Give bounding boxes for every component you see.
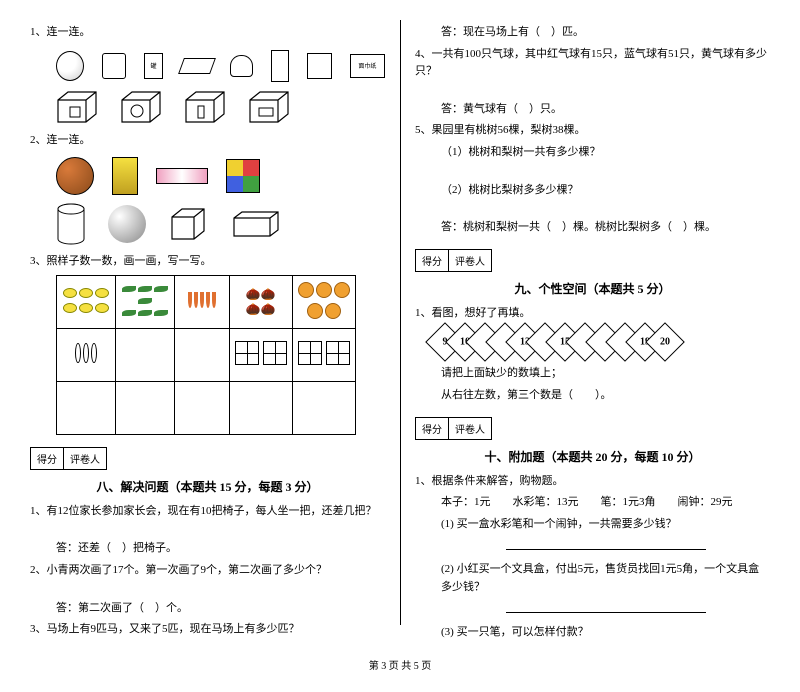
q2-items-row xyxy=(56,157,385,195)
grader-label: 评卷人 xyxy=(449,418,491,439)
cell-count-3[interactable] xyxy=(174,381,229,434)
cube-icon xyxy=(307,53,331,79)
answer-line-2[interactable] xyxy=(506,600,706,613)
cell-count-1[interactable] xyxy=(57,381,116,434)
q8-5-answer[interactable]: 答：桃树和梨树一共（ ）棵。桃树比梨树多（ ）棵。 xyxy=(415,219,770,237)
q2-label: 2、连一连。 xyxy=(30,132,385,150)
q8-5-2: （2）桃树比梨树多多少棵？ xyxy=(415,182,770,200)
rubiks-cube-icon xyxy=(226,159,260,193)
q9-1: 1、看图，想好了再填。 xyxy=(415,305,770,323)
cell-carrots xyxy=(174,275,229,328)
cuboid-shape xyxy=(230,208,282,240)
cup-icon xyxy=(271,50,290,82)
cell-radishes: 🌰🌰🌰🌰 xyxy=(229,275,292,328)
section-8-title: 八、解决问题（本题共 15 分，每题 3 分） xyxy=(30,478,385,495)
q10-1-items: 本子：1元 水彩笔：13元 笔：1元3角 闹钟：29元 xyxy=(415,494,770,512)
cell-count-5[interactable] xyxy=(292,381,355,434)
yellow-can-icon xyxy=(112,157,138,195)
soccer-ball-icon xyxy=(56,51,84,81)
right-column: 答：现在马场上有（ ）匹。 4、一共有100只气球，其中红气球有15只，蓝气球有… xyxy=(400,20,770,645)
q8-1: 1、有12位家长参加家长会，现在有10把椅子，每人坐一把，还差几把？ xyxy=(30,503,385,521)
q1-label: 1、连一连。 xyxy=(30,24,385,42)
q3-table: 🌰🌰🌰🌰 xyxy=(56,275,356,435)
answer-line-1[interactable] xyxy=(506,537,706,550)
q8-1-answer[interactable]: 答：还差（ ）把椅子。 xyxy=(30,540,385,558)
section-10-title: 十、附加题（本题共 20 分，每题 10 分） xyxy=(415,448,770,465)
small-can-icon: 罐 xyxy=(144,53,163,79)
cell-oranges xyxy=(292,275,355,328)
score-box-9: 得分 评卷人 xyxy=(415,249,492,272)
q9-text1: 请把上面缺少的数填上； xyxy=(415,365,770,383)
q8-4-answer[interactable]: 答：黄气球有（ ）只。 xyxy=(415,101,770,119)
q8-3-answer[interactable]: 答：现在马场上有（ ）匹。 xyxy=(415,24,770,42)
cell-count-2[interactable] xyxy=(115,381,174,434)
q9-text2[interactable]: 从右往左数，第三个数是（ ）。 xyxy=(415,387,770,405)
left-column: 1、连一连。 罐 面巾纸 2、连一连。 xyxy=(30,20,400,645)
box-shape-2 xyxy=(120,90,162,124)
cube-shape xyxy=(168,205,208,243)
q10-1: 1、根据条件来解答，购物题。 xyxy=(415,473,770,491)
diamond-chain[interactable]: 91013151920 xyxy=(435,328,770,359)
cell-count-4[interactable] xyxy=(229,381,292,434)
q10-1-1: (1) 买一盒水彩笔和一个闹钟，一共需要多少钱？ xyxy=(415,516,770,534)
score-label: 得分 xyxy=(31,448,64,469)
box-shape-4 xyxy=(248,90,290,124)
q1-items-row: 罐 面巾纸 xyxy=(56,50,385,82)
score-label: 得分 xyxy=(416,250,449,271)
q2-shapes-row xyxy=(56,203,385,245)
cylinder-shape xyxy=(56,203,86,245)
box-shape-3 xyxy=(184,90,226,124)
score-box-10: 得分 评卷人 xyxy=(415,417,492,440)
candy-icon xyxy=(156,168,208,184)
basketball-icon xyxy=(56,157,94,195)
cell-grids-2[interactable] xyxy=(292,328,355,381)
grader-label: 评卷人 xyxy=(449,250,491,271)
q8-5-1: （1）桃树和梨树一共有多少棵？ xyxy=(415,144,770,162)
column-divider xyxy=(400,20,401,625)
q10-1-2: (2) 小红买一个文具盒，付出5元，售货员找回1元5角，一个文具盒多少钱？ xyxy=(415,561,770,596)
drum-can-icon xyxy=(230,55,252,77)
cell-sticks[interactable] xyxy=(57,328,116,381)
score-box-8: 得分 评卷人 xyxy=(30,447,107,470)
eraser-icon xyxy=(178,58,215,74)
box-shape-1 xyxy=(56,90,98,124)
q8-4: 4、一共有100只气球，其中红气球有15只，蓝气球有51只，黄气球有多少只？ xyxy=(415,46,770,81)
q1-boxes-row xyxy=(56,90,385,124)
cell-leaves xyxy=(115,275,174,328)
q8-3: 3、马场上有9匹马，又来了5匹，现在马场上有多少匹？ xyxy=(30,621,385,639)
score-label: 得分 xyxy=(416,418,449,439)
sphere-shape xyxy=(108,205,146,243)
q8-5: 5、果园里有桃树56棵，梨树38棵。 xyxy=(415,122,770,140)
grader-label: 评卷人 xyxy=(64,448,106,469)
cell-empty-1[interactable] xyxy=(115,328,174,381)
q3-label: 3、照样子数一数，画一画，写一写。 xyxy=(30,253,385,271)
q10-1-3: (3) 买一只笔，可以怎样付款？ xyxy=(415,624,770,642)
cell-empty-2[interactable] xyxy=(174,328,229,381)
dice-icon xyxy=(102,53,126,79)
page-footer: 第 3 页 共 5 页 xyxy=(30,657,770,672)
cell-lemons xyxy=(57,275,116,328)
section-9-title: 九、个性空间（本题共 5 分） xyxy=(415,280,770,297)
q8-2-answer[interactable]: 答：第二次画了（ ）个。 xyxy=(30,600,385,618)
cell-grids[interactable] xyxy=(229,328,292,381)
tissue-box-icon: 面巾纸 xyxy=(350,54,385,78)
